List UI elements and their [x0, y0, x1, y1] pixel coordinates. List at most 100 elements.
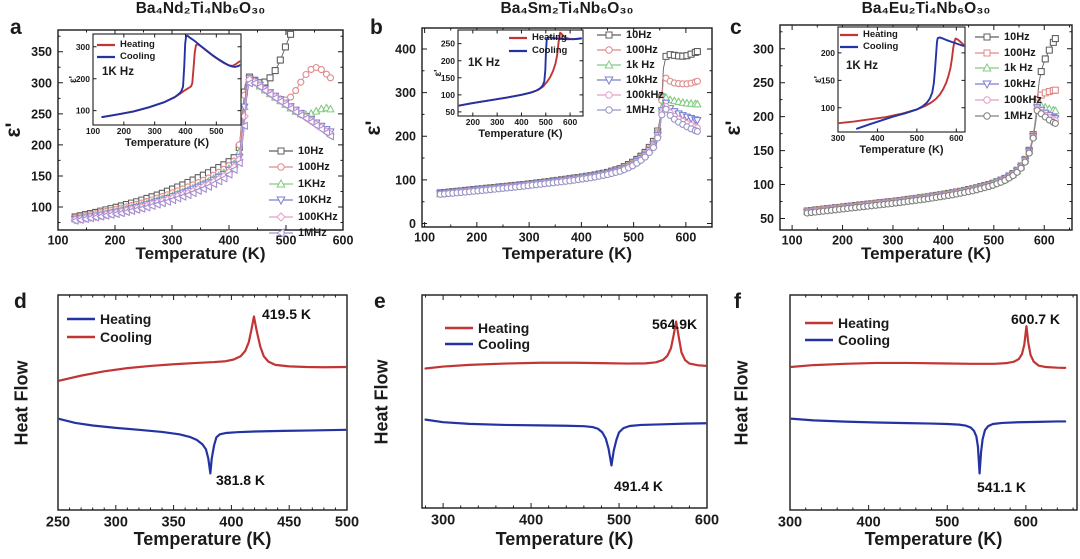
legend-item-10hz: 10Hz: [268, 145, 324, 157]
panel-e: e Heat Flow Temperature (K) Heating Cooli…: [360, 280, 720, 559]
legend-label: 1k Hz: [626, 59, 655, 71]
legend-item-1mhz: 1MHz: [268, 227, 327, 239]
legend-swatch-line: [805, 338, 833, 342]
panel-e-y-axis-label: Heat Flow: [371, 358, 392, 445]
panel-f: f Heat Flow Temperature (K) Heating Cooli…: [720, 280, 1080, 559]
legend-swatch-line: [805, 321, 833, 325]
legend-item-100hz: 100Hz: [596, 44, 658, 56]
panel-d-x-axis-label: Temperature (K): [133, 529, 272, 549]
legend-swatch-line: [509, 36, 527, 39]
legend-swatch-circle: [597, 106, 621, 114]
legend-swatch-diamond: [269, 211, 293, 222]
legend-item-cooling: Cooling: [508, 45, 567, 56]
legend-swatch-line: [445, 326, 473, 330]
peak-temperature-annotation: 419.5 K: [262, 306, 312, 322]
peak-temperature-annotation: 541.1 K: [977, 479, 1027, 495]
legend-item-100hz: 100Hz: [974, 47, 1036, 59]
panel-d-y-axis-label: Heat Flow: [11, 359, 32, 446]
panel-f-y-axis-label: Heat Flow: [731, 359, 752, 446]
legend-swatch-line: [840, 45, 858, 48]
panel-f-chart-canvas: [720, 280, 1080, 559]
legend-swatch-circle: [975, 111, 999, 120]
legend-swatch-square: [269, 147, 293, 155]
legend-item-cooling: Cooling: [66, 329, 152, 345]
legend-item-1khz: 1k Hz: [974, 62, 1033, 74]
legend-item-heating: Heating: [66, 311, 151, 327]
legend-swatch-trileft: [269, 228, 293, 238]
legend-item-cooling: Cooling: [96, 51, 155, 62]
legend-item-heating: Heating: [839, 29, 898, 40]
legend-label: Heating: [838, 315, 890, 331]
legend-label: Cooling: [100, 329, 153, 345]
legend-swatch-tridown: [975, 80, 999, 90]
legend-label: Cooling: [478, 336, 531, 352]
legend-item-100khz: 100kHz: [596, 89, 664, 101]
panel-a: a Ba₄Nd₂Ti₄Nb₆O₃₀ ε' Temperature (K) 10H…: [0, 0, 360, 280]
legend-item-100hz: 100Hz: [268, 161, 330, 173]
inset-frequency-note: 1K Hz: [846, 60, 878, 72]
legend-label: 100Hz: [298, 161, 330, 174]
legend-item-cooling: Cooling: [804, 332, 890, 348]
panel-c-x-axis-label: Temperature (K): [860, 244, 992, 263]
legend-item-10khz: 10kHz: [596, 74, 658, 86]
legend-item-cooling: Cooling: [444, 336, 530, 352]
panel-f-label: f: [734, 290, 741, 313]
panel-b-chart-canvas: [360, 0, 720, 280]
inset-frequency-note: 1K Hz: [102, 66, 134, 78]
panel-b-y-axis-label: ε': [362, 120, 385, 135]
legend-item-1khz: 1KHz: [268, 178, 326, 190]
legend-label: 10Hz: [1004, 31, 1030, 43]
panel-c-title: Ba₄Eu₂Ti₄Nb₆O₃₀: [861, 0, 991, 17]
panel-a-y-axis-label: ε': [2, 122, 25, 138]
legend-label: 10Hz: [298, 145, 324, 157]
panel-d-label: d: [14, 290, 27, 313]
legend-label: 10kHz: [1004, 78, 1036, 91]
legend-swatch-circle: [597, 46, 621, 54]
legend-label: 10Hz: [626, 29, 652, 41]
peak-temperature-annotation: 600.7 K: [1011, 311, 1061, 327]
legend-item-10hz: 10Hz: [596, 29, 652, 41]
panel-e-label: e: [374, 290, 386, 313]
legend-swatch-line: [840, 33, 858, 36]
panel-f-x-axis-label: Temperature (K): [864, 529, 1003, 549]
panel-c-y-axis-label: ε': [722, 120, 745, 135]
panel-b-x-axis-label: Temperature (K): [501, 244, 633, 263]
legend-label: Cooling: [863, 41, 899, 52]
legend-label: 1MHz: [298, 227, 327, 239]
legend-item-10khz: 10kHz: [974, 78, 1036, 90]
legend-item-heating: Heating: [804, 315, 889, 331]
legend-label: 100KHz: [298, 210, 338, 223]
legend-swatch-square: [975, 49, 999, 57]
panel-a-title: Ba₄Nd₂Ti₄Nb₆O₃₀: [135, 0, 266, 17]
legend-item-1mhz: 1MHz: [596, 104, 655, 116]
legend-swatch-circle: [597, 91, 621, 99]
legend-item-10khz: 10KHz: [268, 194, 332, 206]
inset-frequency-note: 1K Hz: [468, 57, 500, 69]
panel-a-x-axis-label: Temperature (K): [135, 244, 266, 263]
panel-c: c Ba₄Eu₂Ti₄Nb₆O₃₀ ε' Temperature (K) 10H…: [720, 0, 1080, 280]
legend-swatch-circle: [975, 96, 999, 104]
legend-label: 100kHz: [1004, 93, 1042, 106]
legend-label: Cooling: [532, 45, 568, 56]
legend-label: Cooling: [838, 332, 891, 348]
legend-item-1khz: 1k Hz: [596, 59, 655, 71]
legend-item-heating: Heating: [96, 39, 155, 50]
legend-label: Heating: [532, 32, 567, 43]
panel-b: b Ba₄Sm₂Ti₄Nb₆O₃₀ ε' Temperature (K) 10H…: [360, 0, 720, 280]
legend-label: 10kHz: [626, 74, 658, 86]
legend-swatch-triup: [597, 60, 621, 69]
legend-swatch-tridown: [269, 196, 293, 206]
legend-swatch-circle: [269, 163, 293, 172]
legend-label: 100Hz: [1004, 46, 1036, 59]
legend-swatch-line: [67, 335, 95, 339]
legend-item-100khz: 100KHz: [268, 211, 338, 223]
legend-label: 100Hz: [626, 44, 658, 56]
legend-label: 1MHz: [1004, 109, 1033, 122]
legend-item-1mhz: 1MHz: [974, 110, 1033, 122]
panel-d: d Heat Flow Temperature (K) Heating Cooli…: [0, 280, 360, 559]
legend-label: Heating: [100, 311, 152, 327]
legend-label: Heating: [863, 29, 898, 40]
legend-label: Heating: [478, 320, 530, 336]
legend-label: Cooling: [120, 51, 156, 62]
